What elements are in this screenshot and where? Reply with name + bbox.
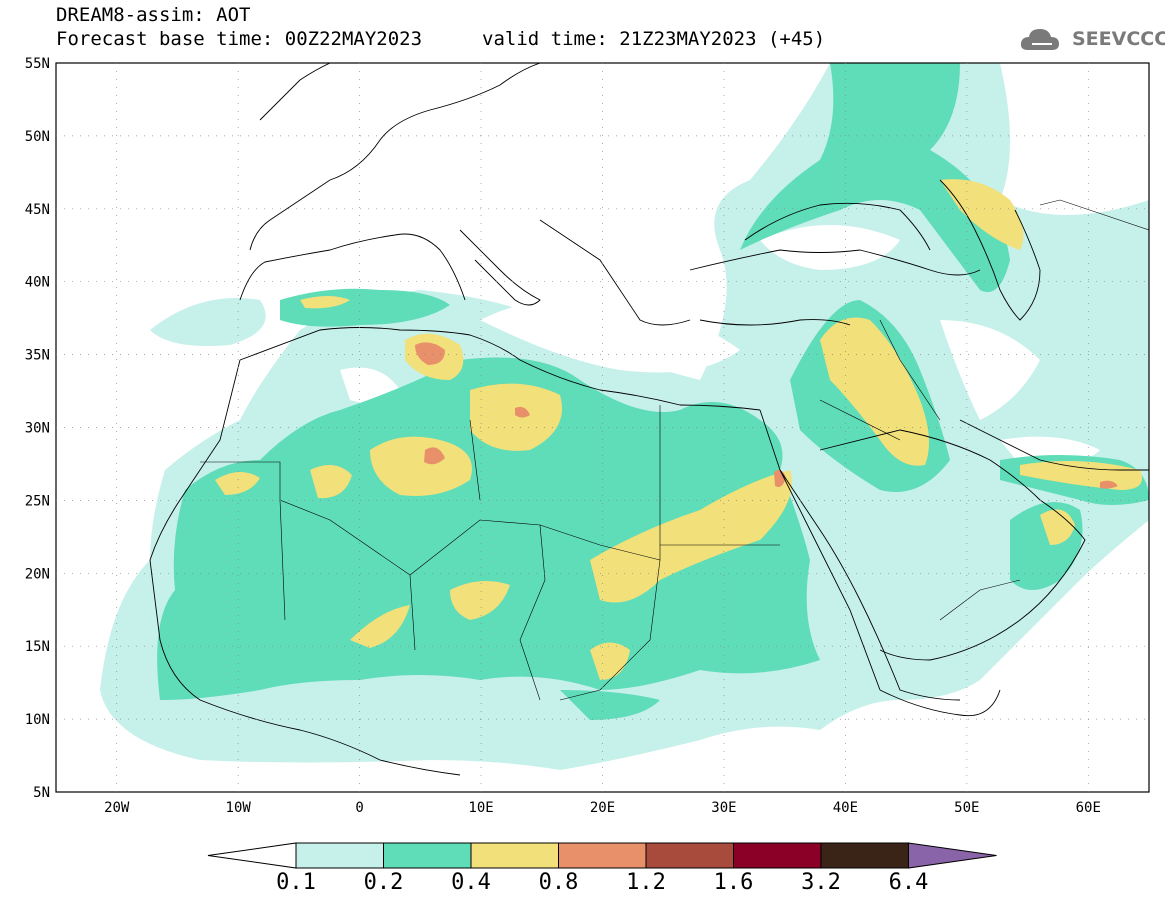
chart-title: DREAM8-assim: AOT	[56, 4, 251, 26]
aot-contour-0.4-spain	[300, 296, 350, 309]
lon-tick-label: 50E	[954, 800, 979, 816]
aot-contour-0.4-sudan-south	[590, 642, 630, 680]
lat-tick-label: 15N	[25, 639, 50, 655]
colorbar-swatch	[820, 842, 909, 869]
forecast-base-time: Forecast base time: 00Z22MAY2023	[56, 28, 423, 50]
lat-tick-label: 45N	[25, 202, 50, 218]
aot-contour-0.8-algeria	[424, 447, 445, 465]
cloud-logo-icon	[1020, 29, 1059, 50]
aot-contour-0.4-mali	[310, 465, 352, 499]
aot-contour-0.8-tunisia	[415, 342, 445, 365]
colorbar-swatch	[470, 842, 559, 869]
lat-tick-label: 30N	[25, 421, 50, 437]
aot-contour-0.4-chad	[450, 581, 510, 620]
lat-tick-label: 10N	[25, 712, 50, 728]
lon-tick-label: 10W	[226, 800, 252, 816]
aot-contour-0.8-libya	[515, 406, 530, 418]
colorbar-label: 0.4	[451, 870, 491, 895]
colorbar-label: 1.2	[626, 870, 666, 895]
colorbar-label: 0.1	[276, 870, 316, 895]
colorbar-over-triangle	[908, 842, 997, 869]
lat-tick-label: 5N	[33, 785, 50, 801]
clean-area-black-sea	[760, 225, 900, 270]
aot-contour-0.4-niger	[350, 605, 410, 648]
colorbar-swatch	[645, 842, 734, 869]
coastlines	[149, 63, 1149, 776]
aot-contour-0.4-oman	[1040, 509, 1075, 545]
clean-area-iran	[940, 320, 1040, 420]
lon-tick-label: 40E	[833, 800, 858, 816]
colorbar-label: 3.2	[801, 870, 841, 895]
aot-contour-0.2	[157, 357, 821, 700]
lat-tick-label: 25N	[25, 493, 50, 509]
aot-contour-0.4-algeria	[370, 436, 472, 496]
lon-tick-label: 0	[355, 800, 363, 816]
lon-tick-label: 20E	[590, 800, 615, 816]
lon-tick-label: 60E	[1076, 800, 1101, 816]
aot-contour-0.4-egypt-sudan	[590, 470, 792, 603]
aot-contour-0.4-iraq	[820, 317, 929, 466]
lon-tick-label: 30E	[711, 800, 736, 816]
aot-contour-0.2-north	[740, 63, 1010, 292]
aot-contour-0.4-mauritania	[215, 471, 260, 495]
lon-tick-label: 20W	[104, 800, 130, 816]
lat-tick-label: 40N	[25, 275, 50, 291]
lat-tick-label: 55N	[25, 56, 50, 72]
colorbar-label: 1.6	[713, 870, 754, 895]
colorbar-swatch	[558, 842, 647, 869]
lat-tick-label: 35N	[25, 348, 50, 364]
colorbar-label: 0.2	[363, 870, 404, 895]
aot-contour-0.4-caspian	[940, 179, 1024, 250]
axis-labels: 55N 50N 45N 40N 35N 30N 25N 20N 15N 10N 5N 20W 10W 0 1…	[25, 56, 1101, 816]
logo-text: SEEVCCC	[1072, 28, 1165, 50]
aot-field	[56, 63, 1149, 792]
colorbar-label: 0.8	[538, 870, 579, 895]
colorbar-swatch	[733, 842, 822, 869]
colorbar-under-triangle	[207, 842, 297, 869]
clean-area-mediterranean	[480, 297, 740, 373]
aot-contour-0.1-b	[150, 298, 266, 346]
valid-time: valid time: 21Z23MAY2023 (+45)	[482, 28, 826, 50]
colorbar-label: 6.4	[888, 870, 929, 895]
country-borders	[200, 199, 1149, 701]
lon-tick-label: 10E	[468, 800, 493, 816]
lat-tick-label: 20N	[25, 566, 50, 582]
aot-contour-0.8-iran	[1100, 480, 1118, 489]
aot-contour-0.2-ethiopia	[560, 690, 660, 720]
aot-contour-0.4-libya	[470, 383, 562, 451]
lat-tick-label: 50N	[25, 129, 50, 145]
colorbar-swatch	[383, 842, 472, 869]
colorbar-swatch	[295, 842, 384, 869]
